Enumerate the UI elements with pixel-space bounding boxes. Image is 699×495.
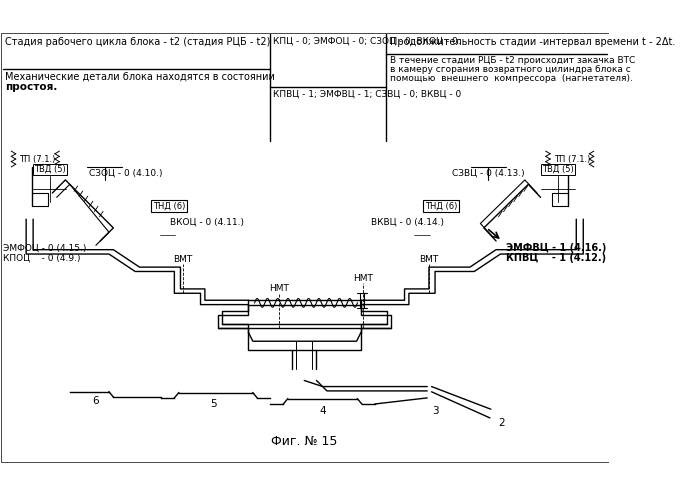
Text: ТНД (6): ТНД (6) (425, 201, 457, 210)
Text: помощью  внешнего  компрессора  (нагнетателя).: помощью внешнего компрессора (нагнетател… (390, 74, 633, 83)
Text: Стадия рабочего цикла блока - t2 (стадия РЦБ - t2): Стадия рабочего цикла блока - t2 (стадия… (5, 37, 271, 47)
Bar (3, 34, 607, 141)
Text: ТП (7.1.): ТП (7.1.) (20, 154, 56, 163)
Text: СЗВЦ - 0 (4.13.): СЗВЦ - 0 (4.13.) (452, 168, 524, 177)
Text: КПВЦ    - 1 (4.12.): КПВЦ - 1 (4.12.) (505, 253, 606, 263)
Text: в камеру сгорания возвратного цилиндра блока с: в камеру сгорания возвратного цилиндра б… (390, 65, 630, 74)
Text: ЭМФВЦ - 1 (4.16.): ЭМФВЦ - 1 (4.16.) (505, 243, 606, 253)
Text: КПОЦ    - 0 (4.9.): КПОЦ - 0 (4.9.) (3, 254, 80, 263)
Text: 4: 4 (319, 405, 326, 416)
Bar (33, 176, 66, 202)
Text: ВКВЦ - 0 (4.14.): ВКВЦ - 0 (4.14.) (370, 217, 444, 226)
Text: КПВЦ - 1; ЭМФВЦ - 1; СЗВЦ - 0; ВКВЦ - 0: КПВЦ - 1; ЭМФВЦ - 1; СЗВЦ - 0; ВКВЦ - 0 (273, 89, 461, 99)
Text: В течение стадии РЦБ - t2 происходит закачка ВТС: В течение стадии РЦБ - t2 происходит зак… (390, 56, 635, 65)
Text: НМТ: НМТ (353, 274, 373, 283)
Text: Механические детали блока находятся в состоянии: Механические детали блока находятся в со… (5, 72, 275, 82)
Text: простоя.: простоя. (5, 82, 57, 92)
Text: 3: 3 (433, 405, 439, 416)
Text: Фиг. № 15: Фиг. № 15 (271, 435, 338, 447)
Text: ТП (7.1.): ТП (7.1.) (554, 154, 590, 163)
Text: ТВД (5): ТВД (5) (542, 165, 574, 174)
Bar (542, 176, 575, 202)
Text: Продолжительность стадии -интервал времени t - 2Δt.: Продолжительность стадии -интервал време… (390, 37, 675, 47)
Text: ВМТ: ВМТ (419, 254, 438, 264)
Text: 6: 6 (92, 396, 99, 406)
Text: ЭМФОЦ - 0 (4.15.): ЭМФОЦ - 0 (4.15.) (3, 244, 86, 252)
Text: НМТ: НМТ (269, 284, 289, 293)
Text: КПЦ - 0; ЭМФОЦ - 0; СЗОЦ - 0; ВКОЦ - 0.: КПЦ - 0; ЭМФОЦ - 0; СЗОЦ - 0; ВКОЦ - 0. (273, 37, 461, 46)
Text: 5: 5 (210, 399, 217, 409)
Text: ВМТ: ВМТ (173, 254, 193, 264)
Bar (414, 229, 430, 241)
Bar (550, 151, 593, 167)
Bar (159, 229, 175, 241)
Text: 2: 2 (498, 418, 505, 428)
Text: СЗОЦ - 0 (4.10.): СЗОЦ - 0 (4.10.) (89, 168, 162, 177)
Text: ТНД (6): ТНД (6) (153, 201, 185, 210)
Text: ТВД (5): ТВД (5) (34, 165, 66, 174)
Bar (15, 151, 59, 167)
Text: ВКОЦ - 0 (4.11.): ВКОЦ - 0 (4.11.) (170, 217, 244, 226)
